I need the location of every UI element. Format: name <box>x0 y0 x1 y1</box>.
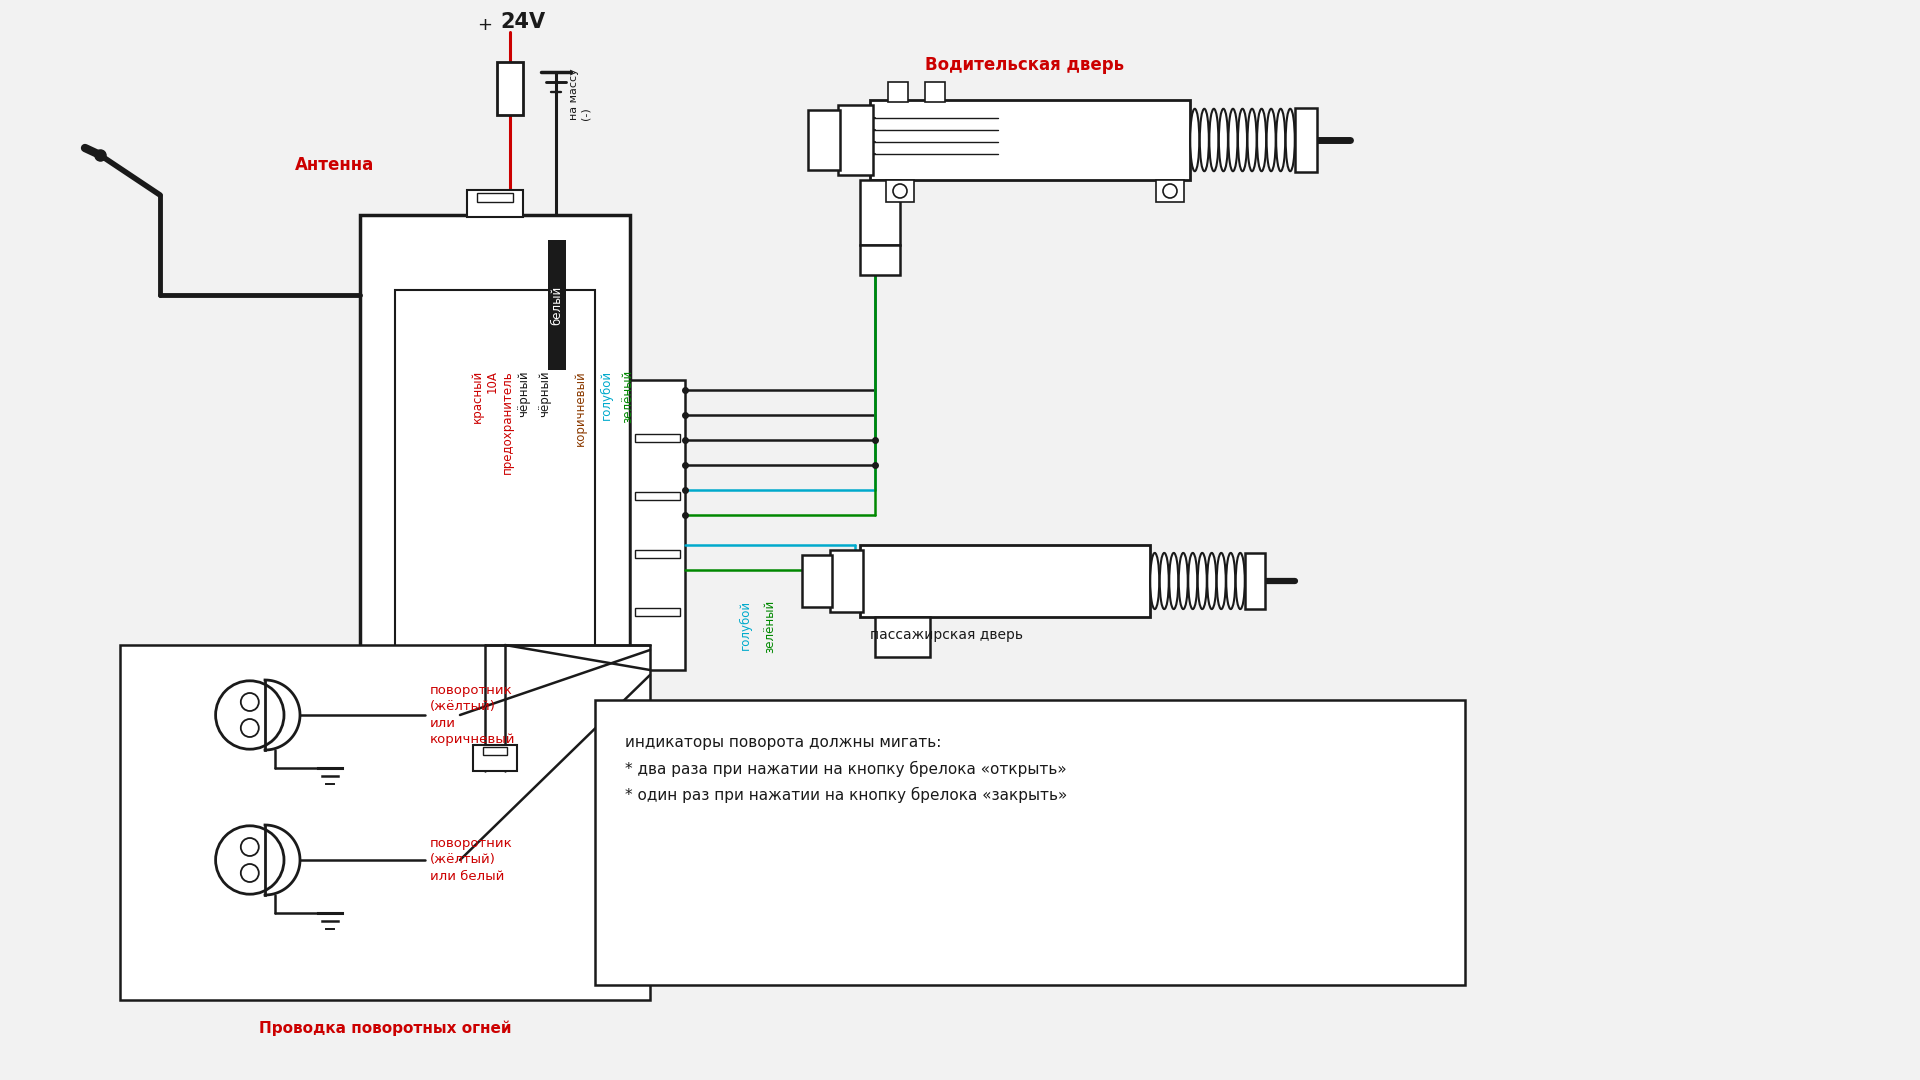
Text: предохранитель: предохранитель <box>501 370 513 474</box>
Bar <box>636 608 680 616</box>
Bar <box>803 555 831 607</box>
Text: голубой: голубой <box>739 600 751 650</box>
Bar <box>837 105 874 175</box>
Text: чёрный: чёрный <box>538 370 551 417</box>
Bar <box>808 110 841 170</box>
Ellipse shape <box>1190 109 1200 172</box>
Bar <box>547 240 566 370</box>
Ellipse shape <box>1258 109 1265 172</box>
Text: зелёный: зелёный <box>764 600 776 653</box>
Ellipse shape <box>1198 553 1208 609</box>
Text: поворотник
(жёлтый)
или
коричневый: поворотник (жёлтый) или коричневый <box>430 684 515 746</box>
Circle shape <box>240 838 259 856</box>
Text: коричневый: коричневый <box>574 370 586 446</box>
Bar <box>887 82 908 102</box>
Text: красный: красный <box>470 370 484 423</box>
Text: индикаторы поворота должны мигать:
* два раза при нажатии на кнопку брелока «отк: индикаторы поворота должны мигать: * два… <box>626 735 1068 804</box>
Text: голубой: голубой <box>599 370 612 420</box>
Ellipse shape <box>1208 553 1215 609</box>
Text: Антенна: Антенна <box>296 156 374 174</box>
Bar <box>876 617 929 657</box>
Ellipse shape <box>1219 109 1229 172</box>
Bar <box>361 215 630 745</box>
Text: +: + <box>476 16 492 33</box>
Text: 10А: 10А <box>486 370 499 393</box>
Ellipse shape <box>1236 553 1244 609</box>
Bar <box>860 545 1150 617</box>
Bar <box>636 434 680 442</box>
Bar <box>860 180 900 245</box>
Circle shape <box>215 826 284 894</box>
Ellipse shape <box>1238 109 1246 172</box>
Circle shape <box>1164 184 1177 198</box>
Bar <box>829 550 862 612</box>
Bar <box>885 180 914 202</box>
Bar <box>630 380 685 670</box>
Circle shape <box>240 693 259 711</box>
Bar <box>860 245 900 275</box>
Text: зелёный: зелёный <box>622 370 634 423</box>
Circle shape <box>215 680 284 750</box>
Ellipse shape <box>1277 109 1284 172</box>
Bar <box>472 745 516 771</box>
Ellipse shape <box>1160 553 1169 609</box>
Bar <box>467 190 522 217</box>
Circle shape <box>893 184 906 198</box>
Ellipse shape <box>1200 109 1210 172</box>
Bar <box>1156 180 1185 202</box>
Text: Проводка поворотных огней: Проводка поворотных огней <box>259 1021 511 1036</box>
Bar <box>119 645 651 1000</box>
Bar <box>484 747 507 755</box>
Circle shape <box>240 719 259 737</box>
Ellipse shape <box>1227 553 1235 609</box>
Bar <box>476 193 513 202</box>
Bar <box>925 82 945 102</box>
Text: пассажирская дверь: пассажирская дверь <box>870 627 1023 642</box>
Text: на массу
(-): на массу (-) <box>568 68 591 120</box>
Ellipse shape <box>1179 553 1188 609</box>
Bar <box>1244 553 1265 609</box>
Text: 24V: 24V <box>499 12 545 32</box>
Bar <box>497 62 522 114</box>
Ellipse shape <box>1286 109 1294 172</box>
Text: чёрный: чёрный <box>518 370 530 417</box>
Ellipse shape <box>1229 109 1238 172</box>
Ellipse shape <box>1217 553 1225 609</box>
Text: поворотник
(жёлтый)
или белый: поворотник (жёлтый) или белый <box>430 837 513 883</box>
Circle shape <box>240 864 259 882</box>
Bar <box>396 291 595 670</box>
Ellipse shape <box>1248 109 1256 172</box>
Bar <box>870 100 1190 180</box>
Text: Водительская дверь: Водительская дверь <box>925 56 1123 75</box>
Bar <box>1294 108 1317 172</box>
Ellipse shape <box>1150 553 1160 609</box>
Bar <box>595 700 1465 985</box>
Bar <box>636 550 680 558</box>
Ellipse shape <box>1169 553 1179 609</box>
Ellipse shape <box>1188 553 1198 609</box>
Ellipse shape <box>1267 109 1275 172</box>
Text: белый: белый <box>551 285 563 325</box>
Bar <box>636 492 680 500</box>
Ellipse shape <box>1210 109 1219 172</box>
